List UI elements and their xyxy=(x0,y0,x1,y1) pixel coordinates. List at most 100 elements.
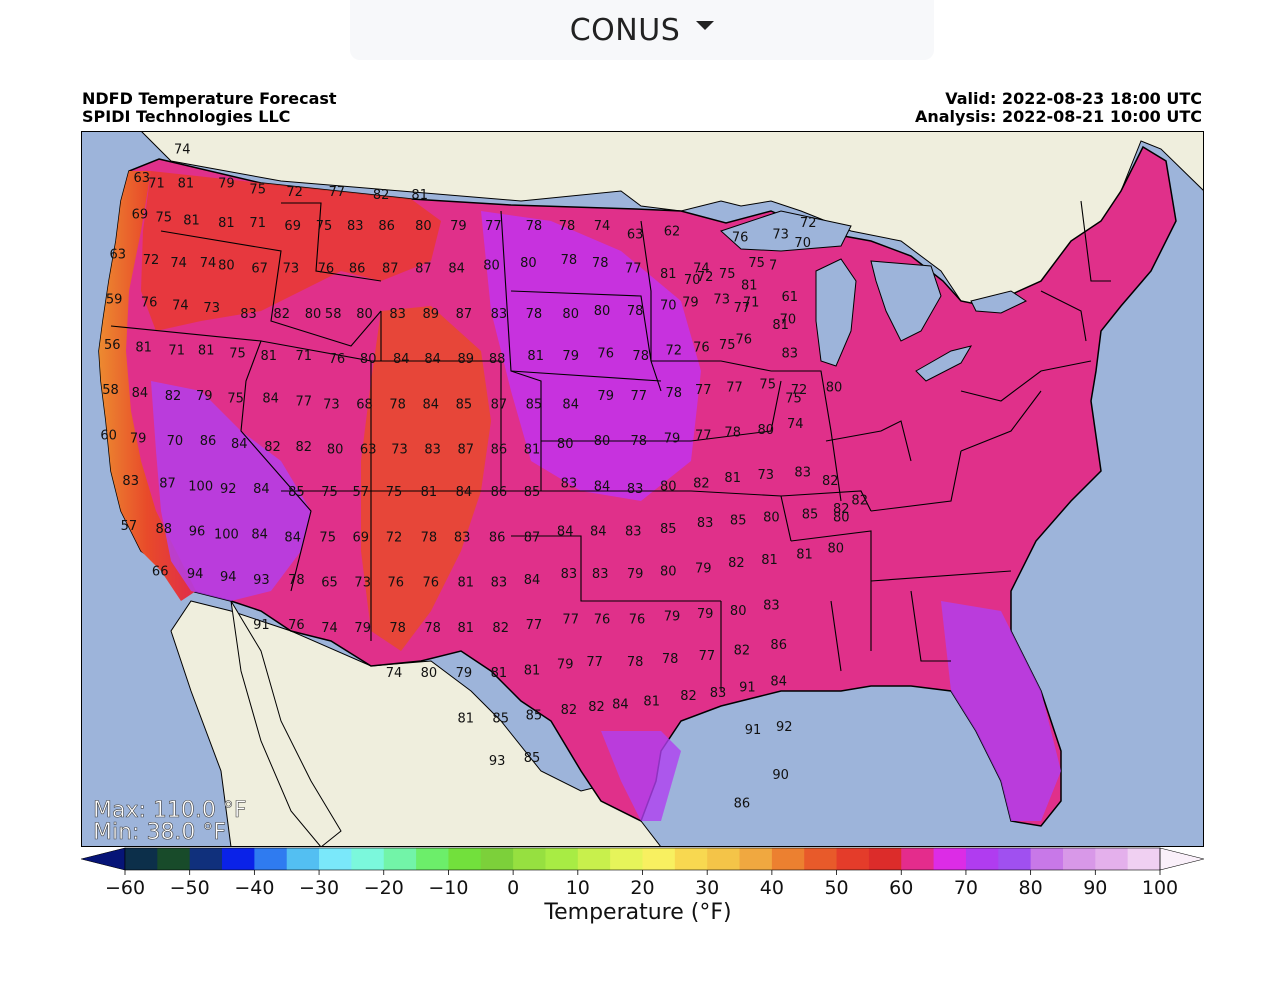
temp-label: 79 xyxy=(695,562,712,577)
temp-label: 76 xyxy=(732,230,749,245)
temp-label: 74 xyxy=(200,256,217,271)
temp-label: 80 xyxy=(763,511,780,526)
temp-label: 82 xyxy=(561,703,578,718)
temp-label: 79 xyxy=(664,431,681,446)
temp-label: 75 xyxy=(748,256,765,271)
colorbar-bin xyxy=(771,848,805,870)
temp-label: 89 xyxy=(458,352,475,367)
colorbar-bin xyxy=(1095,848,1129,870)
temp-label: 79 xyxy=(130,431,147,446)
temp-label: 86 xyxy=(200,434,217,449)
temp-label: 87 xyxy=(415,262,432,277)
temp-label: 87 xyxy=(491,397,508,412)
colorbar-under-arrow xyxy=(81,847,126,871)
temp-label: 72 xyxy=(143,253,160,268)
temp-label: 81 xyxy=(421,485,438,500)
temp-label: 91 xyxy=(739,680,756,695)
temp-label: 81 xyxy=(772,318,789,333)
temp-label: 83 xyxy=(424,443,441,458)
temp-label: 75 xyxy=(316,219,333,234)
lake-huron xyxy=(870,260,942,342)
temp-label: 73 xyxy=(713,293,730,308)
colorbar-bin xyxy=(739,848,773,870)
temp-label: 66 xyxy=(152,564,169,579)
temp-label: 71 xyxy=(168,344,185,359)
temp-label: 78 xyxy=(526,307,543,322)
temp-label: 81 xyxy=(198,344,215,359)
temp-label: 81 xyxy=(527,349,544,364)
max-temp: Max: 110.0 °F xyxy=(93,798,247,823)
temp-label: 73 xyxy=(283,262,300,277)
colorbar-tick-label: 20 xyxy=(630,877,654,899)
colorbar-bin xyxy=(901,848,935,870)
temp-label: 75 xyxy=(249,182,266,197)
temp-label: 82 xyxy=(588,700,605,715)
temp-label: 56 xyxy=(104,338,121,353)
temp-label: 62 xyxy=(664,225,681,240)
temp-label: 85 xyxy=(288,485,305,500)
temp-label: 83 xyxy=(122,474,139,489)
state-borders xyxy=(110,200,1111,691)
colorbar-tick-label: 80 xyxy=(1019,877,1043,899)
temp-label: 81 xyxy=(135,341,152,356)
temp-label: 84 xyxy=(132,386,149,401)
temp-label: 94 xyxy=(187,567,204,582)
colorbar-tick-label: 40 xyxy=(760,877,784,899)
colorbar-tick-label: 30 xyxy=(695,877,719,899)
colorbar-bins xyxy=(81,847,1204,871)
temp-label: 75 xyxy=(227,392,244,407)
temp-label: 76 xyxy=(594,612,611,627)
temp-label: 83 xyxy=(240,307,257,322)
temp-label: 70 xyxy=(684,273,701,288)
temp-label: 84 xyxy=(770,675,787,690)
temp-label: 80 xyxy=(594,304,611,319)
colorbar-tick-label: 0 xyxy=(507,877,519,899)
temp-label: 100 xyxy=(214,528,239,543)
temp-label: 78 xyxy=(526,219,543,234)
region-select[interactable]: CONUS xyxy=(350,0,934,60)
temp-label: 84 xyxy=(251,528,268,543)
temp-label: 78 xyxy=(631,434,648,449)
colorbar-bin xyxy=(125,848,158,870)
temp-label: 71 xyxy=(743,296,760,311)
temp-label: 85 xyxy=(524,751,541,766)
temp-label: 83 xyxy=(454,530,471,545)
colorbar-bin xyxy=(319,848,352,870)
temp-label: 78 xyxy=(559,219,576,234)
temp-label: 77 xyxy=(726,380,743,395)
temp-label: 76 xyxy=(141,296,158,311)
temp-label: 7 xyxy=(769,259,777,274)
temp-label: 86 xyxy=(491,443,508,458)
temp-label: 74 xyxy=(172,298,189,313)
temp-label: 81 xyxy=(458,712,475,727)
temp-label: 80 xyxy=(594,434,611,449)
temp-label: 74 xyxy=(693,262,710,277)
map-stats: Max: 110.0 °F Min: 38.0 °F xyxy=(93,798,247,846)
temp-label: 72 xyxy=(386,530,403,545)
temp-label: 76 xyxy=(736,332,753,347)
temp-label: 80 xyxy=(327,443,344,458)
temp-label: 83 xyxy=(592,567,609,582)
temp-label: 84 xyxy=(612,697,629,712)
colorbar-tick-label: −40 xyxy=(234,877,274,899)
temp-label: 91 xyxy=(253,618,270,633)
temp-label: 79 xyxy=(697,607,714,622)
temp-label: 81 xyxy=(458,621,475,636)
temp-label: 84 xyxy=(448,262,465,277)
colorbar-tick-label: −50 xyxy=(170,877,210,899)
temp-label: 71 xyxy=(148,177,165,192)
temp-label: 100 xyxy=(188,479,213,494)
temp-label: 73 xyxy=(758,468,775,483)
temp-label: 72 xyxy=(666,344,683,359)
temp-label: 83 xyxy=(794,465,811,480)
colorbar-bin xyxy=(157,848,191,870)
temp-label: 77 xyxy=(586,655,603,670)
temp-label: 80 xyxy=(305,307,322,322)
temp-label: 84 xyxy=(231,437,248,452)
temp-label: 79 xyxy=(682,296,699,311)
temp-label: 79 xyxy=(354,621,371,636)
temp-label: 83 xyxy=(561,567,578,582)
temp-label: 77 xyxy=(695,429,712,444)
temp-label: 78 xyxy=(666,386,683,401)
temp-label: 69 xyxy=(353,530,370,545)
